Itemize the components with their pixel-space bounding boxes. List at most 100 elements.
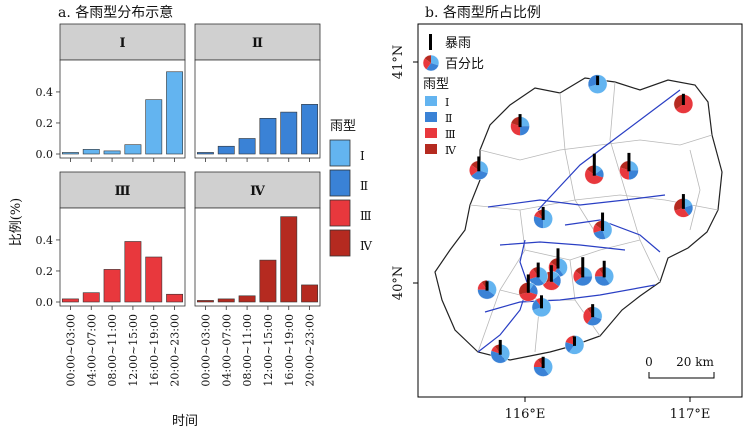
y-tick-label: 0.2 (36, 265, 54, 278)
x-tick-label: 16:00~19:00 (148, 314, 161, 387)
bar (301, 284, 319, 303)
panel-a-title: a. 各雨型分布示意 (58, 4, 173, 21)
pie-slice (543, 357, 553, 375)
pie-slice (510, 123, 521, 136)
rainstorm-bar (536, 262, 540, 278)
x-tick-label: 00:00~03:00 (64, 314, 77, 387)
pie-slice (533, 366, 549, 377)
pie-slice (477, 289, 495, 300)
facet-panel-IV: Ⅳ 00:00~03:00 04:00~07:00 08:00~11:00 12:00~… (194, 171, 321, 387)
bar (124, 241, 142, 303)
pie-slice (471, 160, 479, 171)
rainstorm-bar (681, 194, 685, 209)
legend-swatch-I (329, 139, 351, 167)
map-legend-swatch-III (425, 128, 437, 138)
pie-slice (490, 350, 506, 364)
facet-strip-label: Ⅳ (250, 184, 265, 199)
facet-strip (59, 23, 186, 61)
bar (280, 216, 298, 303)
pie-slice (594, 169, 604, 178)
x-tick-label: 04:00~07:00 (220, 314, 233, 387)
map-legend-label-II: Ⅱ (445, 112, 452, 125)
pie-slice (469, 164, 479, 176)
rainstorm-bar (477, 156, 481, 172)
pie-slice (531, 299, 542, 311)
map-legend-label-IV: Ⅳ (445, 144, 457, 157)
pie-slice (619, 160, 629, 171)
facet-plot-area (194, 59, 321, 159)
pie-slice (471, 170, 488, 180)
map-legend-label-III: Ⅲ (445, 128, 456, 141)
facet-strip-label: Ⅲ (115, 184, 131, 199)
pie-slice (491, 346, 501, 354)
pie-slice (533, 359, 544, 367)
station-pie (619, 152, 639, 180)
pie-slice (673, 198, 684, 211)
facet-plot-area (194, 207, 321, 307)
station-pie (582, 304, 603, 326)
bar (217, 298, 235, 303)
rainstorm-bar (627, 152, 631, 172)
rainstorm-bar (573, 336, 576, 346)
pie-slice (558, 258, 568, 276)
station-pie (592, 212, 613, 240)
pie-slice (511, 116, 521, 127)
pie-slice (628, 160, 639, 171)
map-legend-swatch-II (425, 112, 437, 122)
rainstorm-bar (518, 114, 522, 128)
pie-slice (628, 170, 639, 180)
x-tick-label: 16:00~19:00 (283, 314, 296, 387)
legend-label-II: Ⅱ (360, 179, 368, 193)
rainstorm-bar (485, 281, 489, 291)
rainstorm-bar (498, 339, 502, 355)
station-pie (533, 206, 553, 229)
x-tick-label: 12:00~15:00 (262, 314, 275, 387)
lat-label-41: 41°N (391, 45, 406, 79)
pie-outline (477, 279, 497, 300)
beijing-outline (434, 77, 723, 361)
map-legend-swatch-I (425, 96, 437, 106)
pie-slice (565, 335, 575, 345)
bar (259, 259, 277, 303)
rainstorm-bar (601, 212, 605, 231)
bar (196, 152, 214, 155)
pie-slice (568, 335, 584, 355)
pie-slice (565, 341, 575, 353)
pie-slice (604, 266, 614, 285)
pie-slice (582, 266, 593, 277)
pie-slice (683, 204, 693, 216)
rainstorm-bar (556, 248, 560, 269)
x-tick-label: 20:00~23:00 (304, 314, 317, 387)
station-pie (477, 279, 497, 300)
station-pie (573, 257, 593, 287)
station-pie (490, 339, 510, 364)
station-pie (673, 194, 694, 218)
y-tick-label: 0.0 (36, 148, 54, 161)
legend-swatch-III (329, 199, 351, 227)
rainstorm-bar (592, 153, 596, 176)
pie-slice (478, 160, 489, 174)
legend-pie-shape (422, 54, 440, 72)
station-pie (673, 93, 694, 114)
y-tick-label: 0.2 (36, 117, 54, 130)
bar (124, 144, 142, 155)
lat-label-40: 40°N (391, 266, 406, 300)
legend-swatch-IV (329, 229, 351, 257)
percent-legend-label: 百分比 (445, 57, 484, 72)
pie-slice (534, 211, 544, 219)
pie-slice (538, 266, 548, 285)
x-axis-label: 时间 (172, 414, 198, 429)
lon-label-116: 116°E (505, 407, 546, 422)
x-tick-label: 00:00~03:00 (199, 314, 212, 387)
map-legend-type-title: 雨型 (423, 77, 449, 92)
rainstorm-bar (540, 295, 543, 309)
pie-slice (586, 165, 595, 175)
x-tick-label: 08:00~11:00 (106, 314, 119, 387)
pie-slice (588, 74, 598, 88)
pie-slice (587, 316, 602, 326)
pie-slice (424, 55, 431, 63)
legend-swatch-II (329, 169, 351, 197)
legend-label-I: Ⅰ (360, 149, 365, 163)
panel-b-title: b. 各雨型所占比例 (425, 5, 541, 21)
pie-slice (619, 167, 629, 180)
